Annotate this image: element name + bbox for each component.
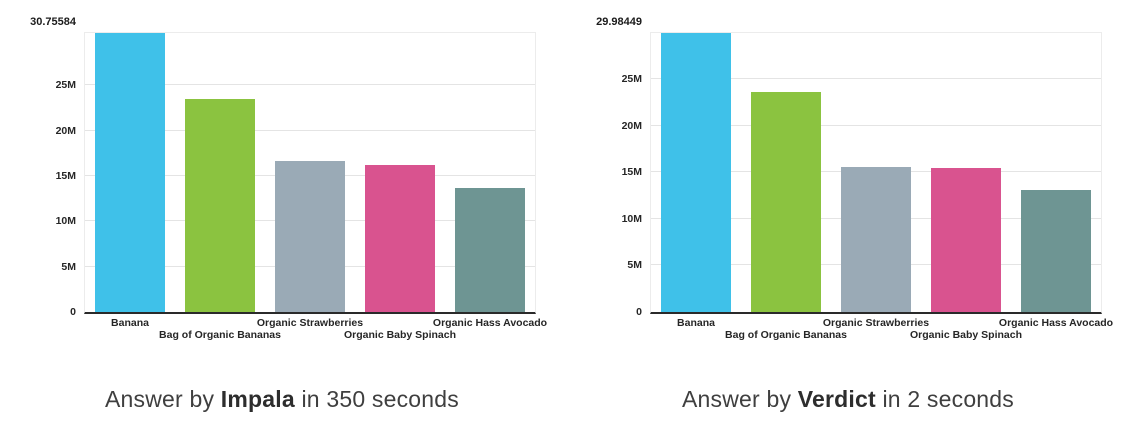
- bar-slot: [921, 33, 1011, 312]
- bar-banana: [660, 33, 732, 312]
- impala-caption: Answer by Impala in 350 seconds: [22, 386, 542, 413]
- y-axis-max-label: 29.98449: [596, 16, 642, 28]
- bar-slot: [85, 33, 175, 312]
- y-tick-label: 5M: [627, 259, 642, 272]
- bar-organic-hass-avocado: [1020, 190, 1092, 312]
- caption-suffix: in 2 seconds: [875, 386, 1014, 412]
- gridline: [651, 78, 1101, 80]
- bar-bag-of-organic-bananas: [750, 92, 822, 312]
- x-tick-label: Bag of Organic Bananas: [725, 329, 847, 341]
- bar-slot: [651, 33, 741, 312]
- bar-bag-of-organic-bananas: [184, 98, 256, 312]
- gridline: [85, 84, 535, 86]
- x-tick-label: Organic Strawberries: [256, 317, 364, 329]
- impala-plot-wrap: 0 5M 10M 15M 20M 25M 30.75584 Banana Bag of Org…: [22, 6, 547, 364]
- bar-organic-strawberries: [274, 160, 346, 312]
- plot-area: 0 5M 10M 15M 20M 25M 30.75584 Banana Bag of Org…: [30, 16, 547, 341]
- bar-slot: [265, 33, 355, 312]
- bar-organic-hass-avocado: [454, 187, 526, 312]
- gridline: [651, 124, 1101, 126]
- y-tick-label: 10M: [621, 212, 642, 225]
- bar-slot: [831, 33, 921, 312]
- y-tick-label: 25M: [621, 73, 642, 86]
- bar-slot: [741, 33, 831, 312]
- impala-chart: 0 5M 10M 15M 20M 25M 30.75584 Banana Bag of Org…: [22, 6, 547, 446]
- bar-organic-baby-spinach: [364, 165, 436, 312]
- x-tick-label: Organic Strawberries: [822, 317, 930, 329]
- bar-slot: [1011, 33, 1101, 312]
- x-tick-label: Organic Baby Spinach: [343, 329, 457, 341]
- verdict-plot-wrap: 0 5M 10M 15M 20M 25M 29.98449 Banana Bag of Org…: [588, 6, 1113, 364]
- x-tick-label: Organic Hass Avocado: [432, 317, 548, 329]
- caption-prefix: Answer by: [105, 386, 221, 412]
- bar-slot: [445, 33, 535, 312]
- bar-organic-baby-spinach: [930, 167, 1002, 312]
- y-tick-label: 10M: [55, 215, 76, 228]
- y-tick-label: 25M: [55, 79, 76, 92]
- y-tick-label: 20M: [55, 124, 76, 137]
- y-axis-max-label: 30.75584: [30, 16, 76, 28]
- verdict-caption: Answer by Verdict in 2 seconds: [588, 386, 1108, 413]
- bar-slot: [175, 33, 265, 312]
- gridline: [85, 129, 535, 131]
- x-tick-label: Organic Hass Avocado: [998, 317, 1114, 329]
- y-tick-label: 20M: [621, 119, 642, 132]
- verdict-chart: 0 5M 10M 15M 20M 25M 29.98449 Banana Bag of Org…: [588, 6, 1113, 446]
- x-tick-label: Banana: [111, 317, 149, 329]
- x-tick-label: Organic Baby Spinach: [909, 329, 1023, 341]
- bar-banana: [94, 33, 166, 312]
- y-tick-label: 5M: [61, 260, 76, 273]
- x-tick-label: Bag of Organic Bananas: [159, 329, 281, 341]
- y-tick-label: 0: [70, 306, 76, 318]
- caption-engine-name: Impala: [220, 386, 295, 412]
- bars: [85, 33, 535, 312]
- bar-slot: [355, 33, 445, 312]
- plot-area: 0 5M 10M 15M 20M 25M 29.98449 Banana Bag of Org…: [596, 16, 1113, 341]
- y-tick-label: 15M: [55, 169, 76, 182]
- caption-engine-name: Verdict: [797, 386, 876, 412]
- caption-prefix: Answer by: [681, 386, 798, 412]
- y-tick-label: 0: [636, 306, 642, 318]
- caption-suffix: in 350 seconds: [294, 386, 459, 412]
- bar-organic-strawberries: [840, 166, 912, 312]
- x-tick-label: Banana: [677, 317, 715, 329]
- bars: [651, 33, 1101, 312]
- y-tick-label: 15M: [621, 166, 642, 179]
